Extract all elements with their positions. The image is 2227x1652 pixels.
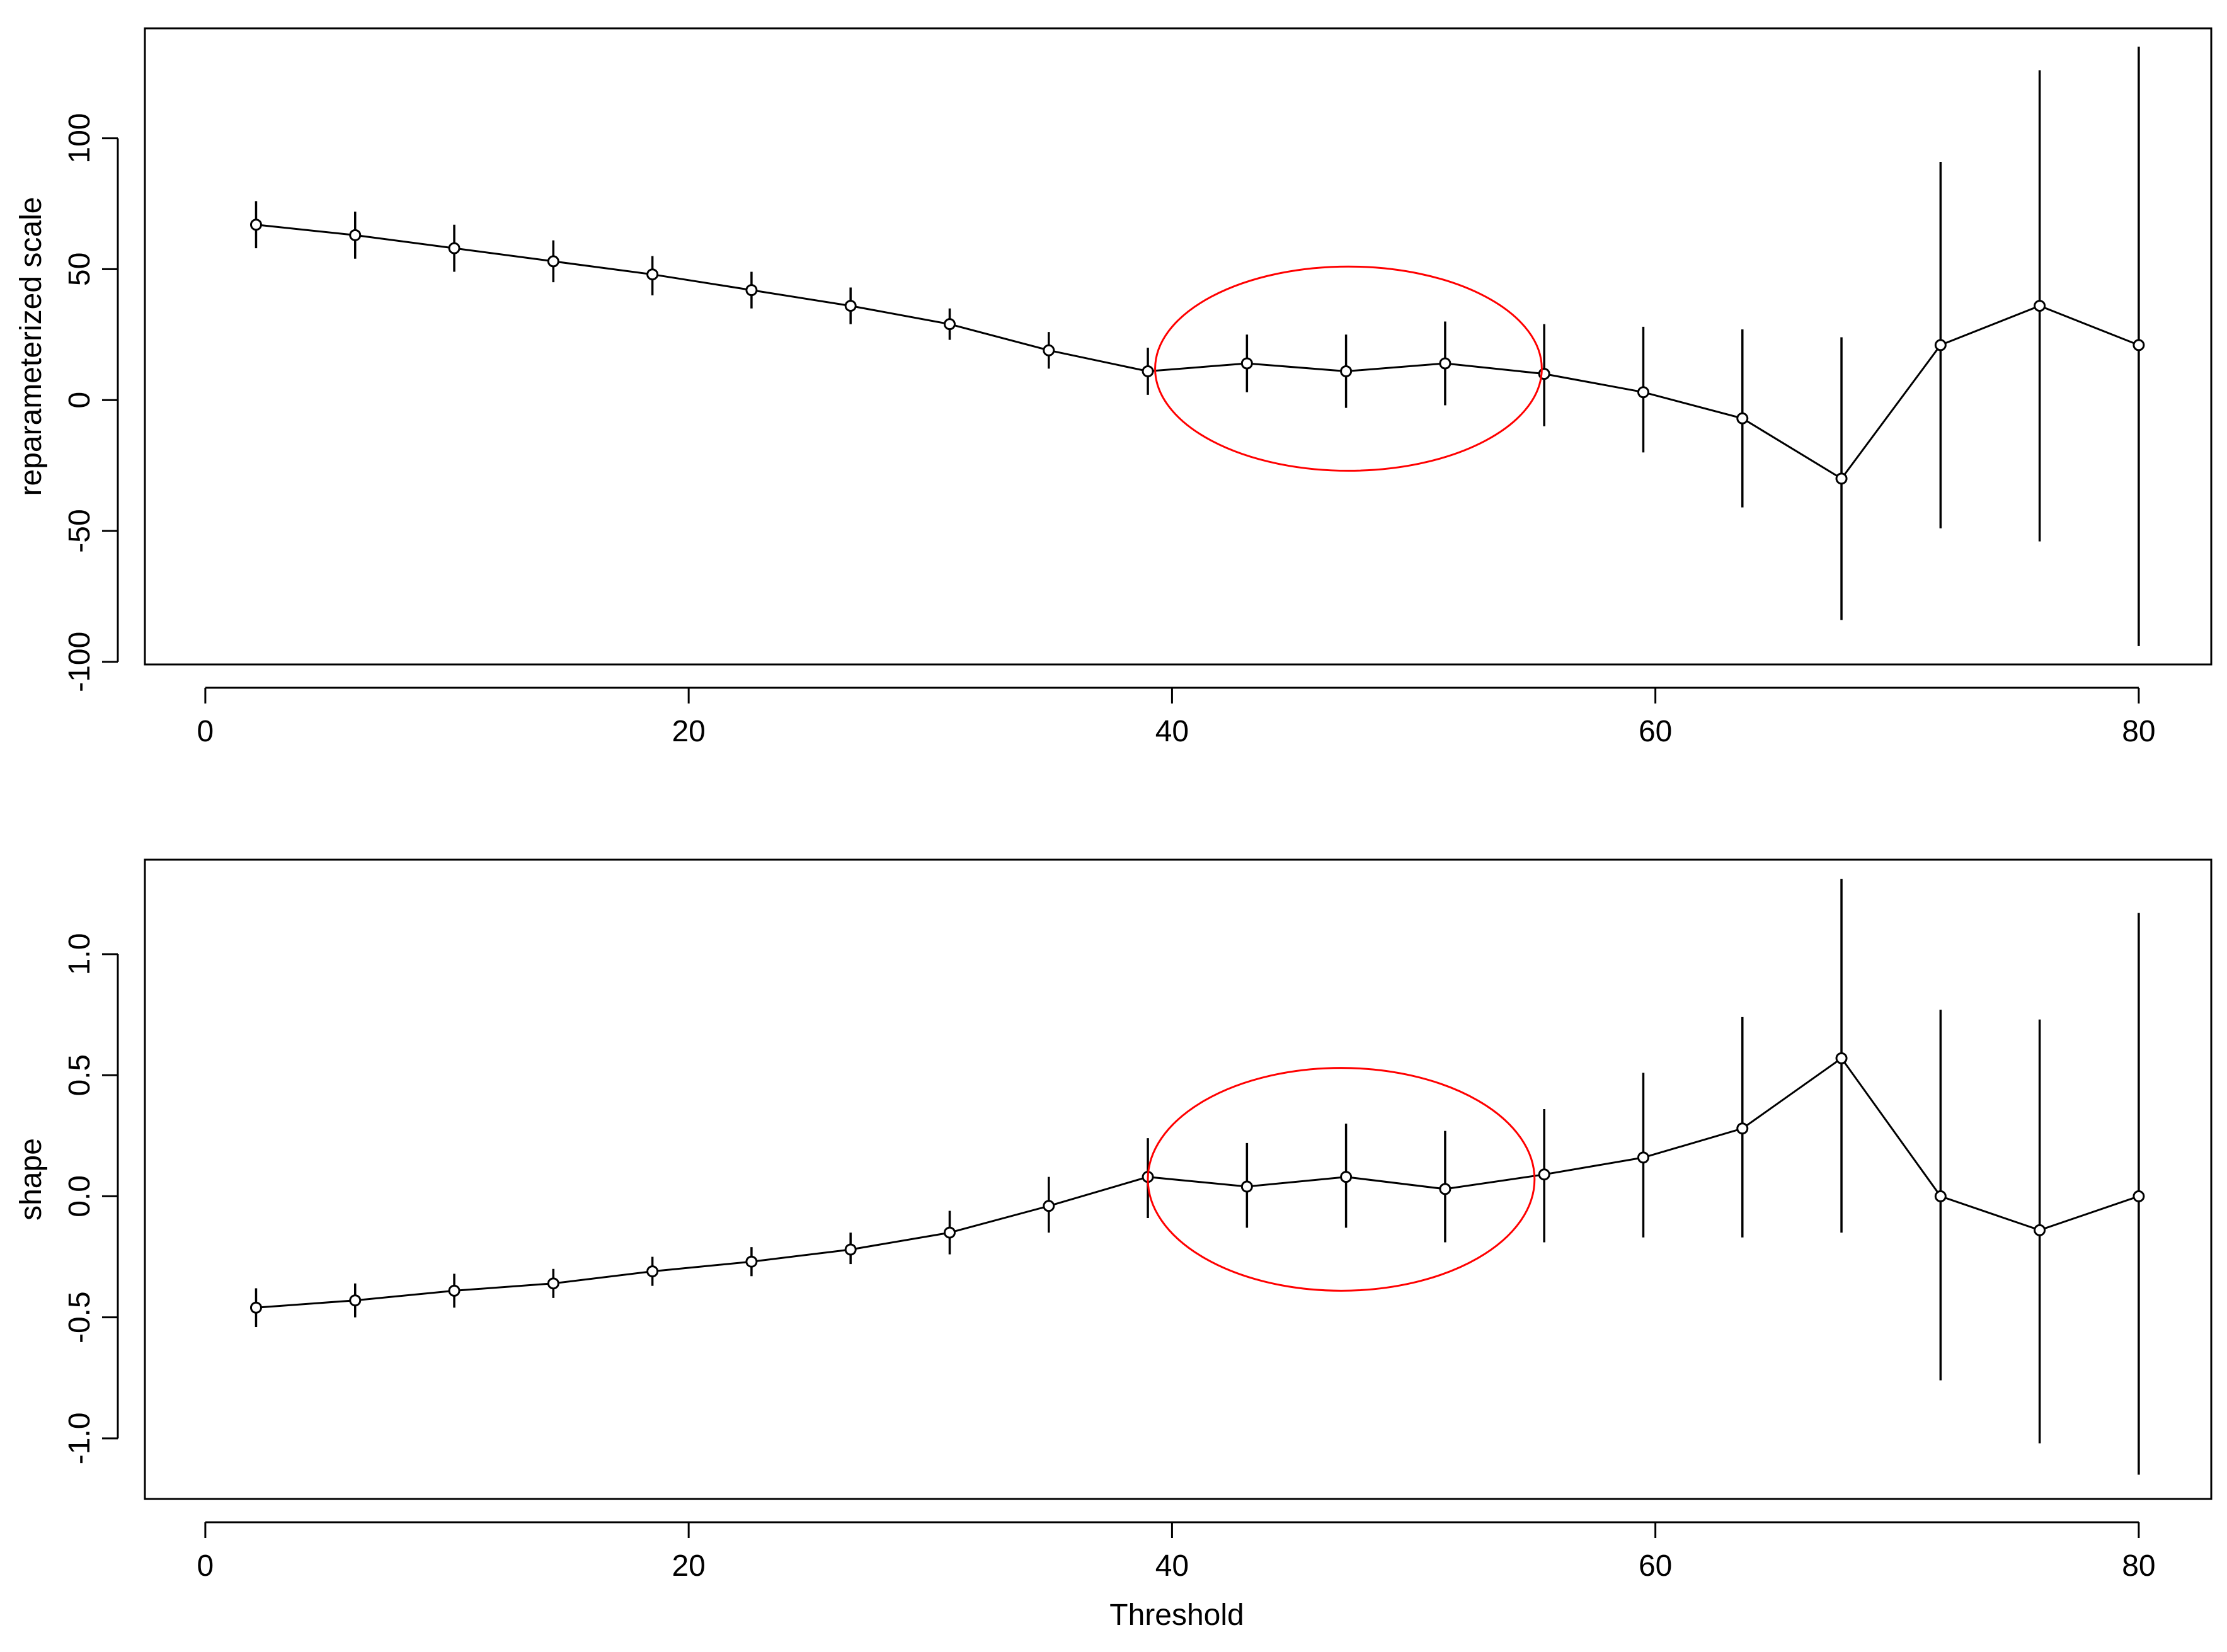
x-tick-label: 40 [1155, 715, 1189, 748]
y-tick-label: 100 [63, 113, 96, 164]
x-tick-label: 20 [672, 1549, 705, 1583]
data-point [646, 1265, 659, 1278]
data-point [1340, 365, 1353, 377]
data-point [1439, 1183, 1451, 1195]
data-point [2034, 300, 2046, 312]
y-axis-title: shape [14, 1138, 48, 1221]
data-point [943, 318, 956, 331]
data-point [2034, 1224, 2046, 1236]
data-point [745, 284, 758, 297]
scale-panel: 0 20 40 60 80 -100 -50 0 50 100 reparameterized sc… [14, 27, 2213, 748]
data-point [646, 268, 659, 281]
y-tick-label: 0 [63, 392, 96, 409]
data-point [1043, 1200, 1055, 1212]
y-tick-label: -1.0 [63, 1413, 96, 1465]
data-point [1538, 1168, 1550, 1181]
x-tick-label: 40 [1155, 1549, 1189, 1583]
data-point [1637, 386, 1649, 399]
data-point [1043, 344, 1055, 356]
data-point [943, 1226, 956, 1239]
x-tick-label: 60 [1639, 715, 1672, 748]
data-point [1240, 1180, 1253, 1193]
y-tick-label: 50 [63, 253, 96, 286]
y-axis-title: reparameterized scale [14, 197, 48, 496]
x-tick-label: 20 [672, 715, 705, 748]
data-point [249, 219, 262, 231]
data-point [448, 1284, 461, 1297]
plot-frame [144, 858, 2213, 1500]
x-tick-label: 80 [2122, 715, 2155, 748]
data-point [1736, 1122, 1749, 1135]
x-axis-title: Threshold [1109, 1598, 1244, 1632]
data-point [1835, 472, 1848, 485]
highlight-ellipse [1147, 1067, 1536, 1292]
data-point [448, 242, 461, 254]
data-point [547, 255, 559, 268]
data-point [1340, 1171, 1353, 1183]
data-point [844, 1243, 857, 1256]
data-point [249, 1301, 262, 1314]
y-tick-label: 0.0 [63, 1175, 96, 1217]
x-tick-label: 80 [2122, 1549, 2155, 1583]
data-point [844, 300, 857, 312]
data-point [1835, 1052, 1848, 1064]
y-tick-label: -50 [63, 509, 96, 552]
data-point [1142, 365, 1154, 377]
y-tick-label: -100 [63, 632, 96, 692]
series-line [256, 224, 2139, 480]
data-point [1240, 357, 1253, 370]
data-point [1934, 1190, 1947, 1202]
x-tick-label: 60 [1639, 1549, 1672, 1583]
x-tick-label: 0 [197, 1549, 214, 1583]
x-tick-label: 0 [197, 715, 214, 748]
data-point [2133, 1190, 2145, 1202]
series-line [256, 1057, 2139, 1309]
data-point [547, 1277, 559, 1290]
data-point [745, 1255, 758, 1268]
data-point [1934, 339, 1947, 351]
data-point [1439, 357, 1451, 370]
shape-panel: 0 20 40 60 80 -1.0 -0.5 0.0 0.5 1.0 shape Threshold [14, 858, 2213, 1632]
data-point [1736, 412, 1749, 424]
plot-frame [144, 27, 2213, 666]
y-tick-label: -0.5 [63, 1291, 96, 1343]
y-tick-label: 1.0 [63, 933, 96, 976]
data-point [1637, 1151, 1649, 1164]
data-point [349, 229, 362, 241]
data-point [2133, 339, 2145, 351]
highlight-ellipse [1154, 265, 1543, 472]
data-point [349, 1294, 362, 1307]
y-tick-label: 0.5 [63, 1054, 96, 1097]
